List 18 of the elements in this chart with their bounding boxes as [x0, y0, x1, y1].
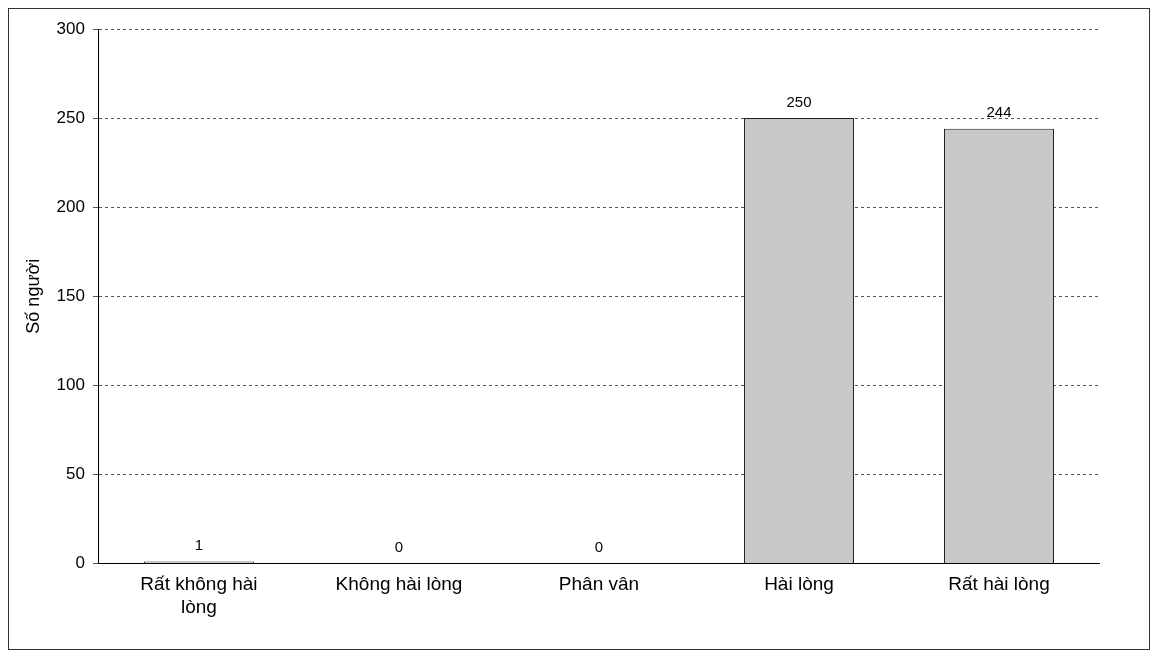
- data-label: 0: [394, 538, 404, 556]
- y-tick-label: 100: [56, 374, 85, 394]
- y-axis-title: Số người: [22, 258, 43, 334]
- y-tick-label: 250: [56, 107, 85, 127]
- x-tick-label: Phân vân: [558, 573, 640, 595]
- x-tick-label: Hài lòng: [764, 573, 834, 595]
- y-tick-label: 0: [75, 553, 85, 573]
- y-tick-label: 50: [66, 464, 85, 484]
- y-tick-label: 200: [56, 196, 85, 216]
- x-tick-label: Không hài lòng: [335, 573, 463, 595]
- data-label: 0: [594, 538, 604, 556]
- y-tick-label: 150: [56, 285, 85, 305]
- x-tick-label: Rất hài lòng: [948, 573, 1050, 595]
- y-tick-label: 300: [56, 18, 85, 38]
- data-label: 244: [986, 103, 1012, 121]
- data-label: 1: [194, 536, 204, 554]
- x-tick-label: Rất không hài lòng: [140, 573, 258, 617]
- data-label: 250: [786, 92, 812, 110]
